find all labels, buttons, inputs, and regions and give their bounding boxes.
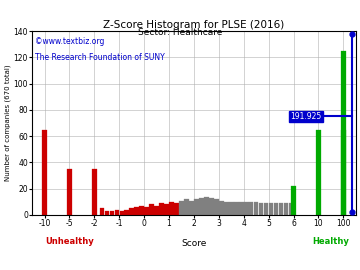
Bar xyxy=(341,130,346,215)
Bar xyxy=(144,207,149,215)
Bar xyxy=(134,207,139,215)
Bar xyxy=(209,198,213,215)
Bar xyxy=(184,199,189,215)
Bar xyxy=(164,204,169,215)
Bar xyxy=(120,211,124,215)
Bar xyxy=(284,203,288,215)
Bar xyxy=(291,186,296,215)
Bar xyxy=(269,203,273,215)
Bar xyxy=(67,169,72,215)
Bar xyxy=(259,203,264,215)
Text: Unhealthy: Unhealthy xyxy=(45,237,94,246)
Bar xyxy=(204,197,209,215)
Y-axis label: Number of companies (670 total): Number of companies (670 total) xyxy=(4,65,11,181)
Bar xyxy=(179,201,184,215)
Bar xyxy=(125,210,129,215)
Bar xyxy=(316,130,321,215)
X-axis label: Score: Score xyxy=(181,239,207,248)
Text: 191.925: 191.925 xyxy=(291,112,321,121)
Bar xyxy=(224,202,229,215)
Bar xyxy=(159,203,164,215)
Bar xyxy=(239,202,243,215)
Bar xyxy=(244,202,248,215)
Bar xyxy=(214,199,219,215)
Bar xyxy=(194,199,199,215)
Bar xyxy=(264,203,269,215)
Bar xyxy=(174,203,179,215)
Bar xyxy=(279,203,283,215)
Bar xyxy=(114,210,119,215)
Bar xyxy=(154,206,159,215)
Bar xyxy=(104,211,109,215)
Bar xyxy=(234,202,239,215)
Bar xyxy=(42,130,47,215)
Bar xyxy=(109,211,114,215)
Text: Sector: Healthcare: Sector: Healthcare xyxy=(138,28,222,37)
Bar xyxy=(254,202,258,215)
Bar xyxy=(229,202,234,215)
Title: Z-Score Histogram for PLSE (2016): Z-Score Histogram for PLSE (2016) xyxy=(103,20,285,30)
Text: The Research Foundation of SUNY: The Research Foundation of SUNY xyxy=(35,53,165,62)
Text: ©www.textbiz.org: ©www.textbiz.org xyxy=(35,37,105,46)
Bar xyxy=(139,206,144,215)
Bar xyxy=(341,51,346,215)
Bar xyxy=(92,169,96,215)
Bar xyxy=(274,203,278,215)
Bar xyxy=(249,202,253,215)
Bar xyxy=(149,204,154,215)
Bar xyxy=(100,208,104,215)
Bar xyxy=(169,202,174,215)
Bar xyxy=(130,208,134,215)
Bar xyxy=(219,201,224,215)
Bar xyxy=(189,201,194,215)
Bar xyxy=(289,203,293,215)
Bar xyxy=(199,198,204,215)
Text: Healthy: Healthy xyxy=(312,237,349,246)
